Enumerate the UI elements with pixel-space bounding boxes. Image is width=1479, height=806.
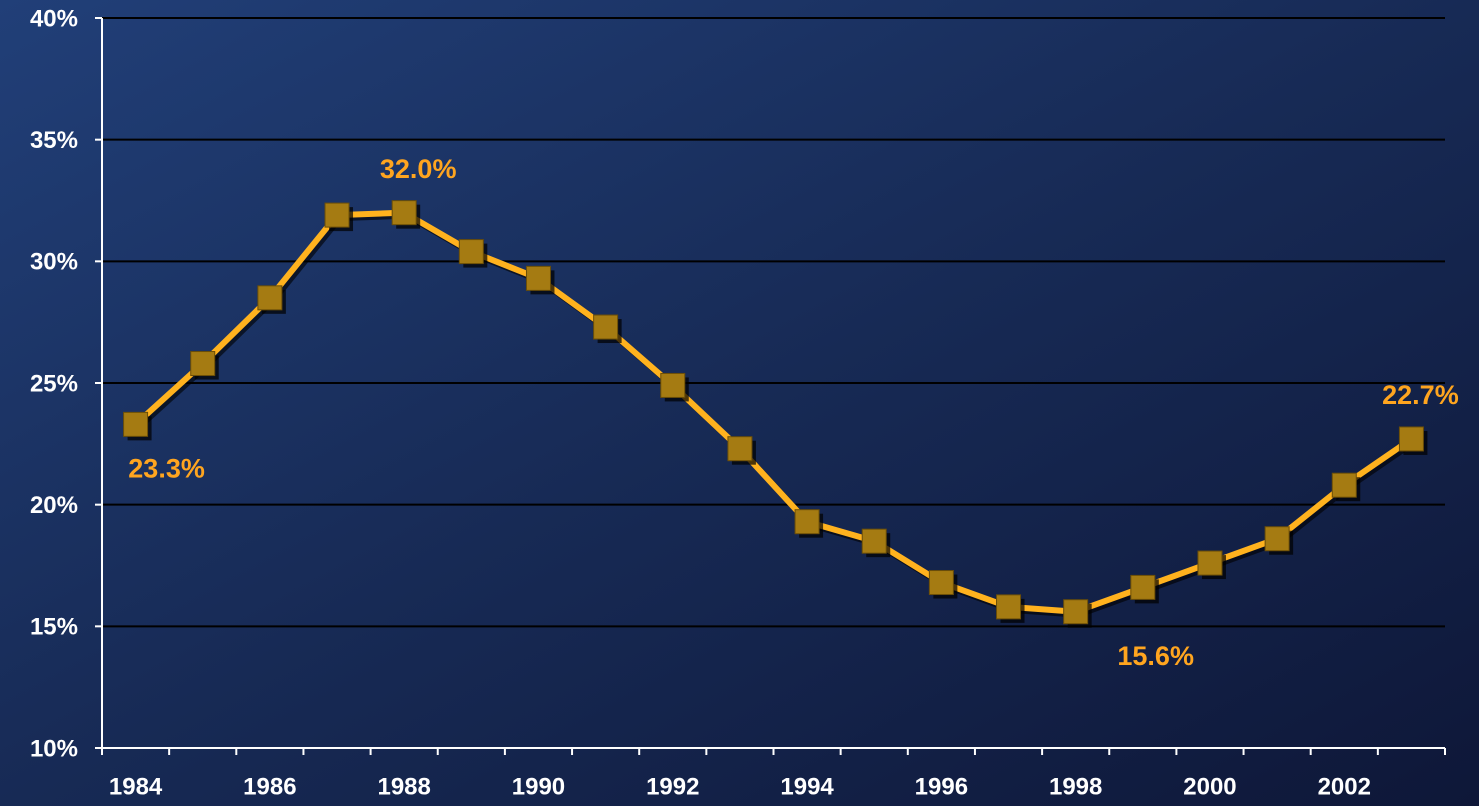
marker	[190, 351, 216, 377]
marker	[324, 202, 350, 228]
x-tick-label: 1990	[512, 773, 565, 800]
marker	[1130, 574, 1156, 600]
marker	[1264, 526, 1290, 552]
marker	[458, 239, 484, 265]
marker	[1398, 426, 1424, 452]
marker	[1197, 550, 1223, 576]
x-tick-label: 1996	[915, 773, 968, 800]
marker	[794, 509, 820, 535]
x-tick-label: 1994	[780, 773, 834, 800]
y-tick-label: 30%	[30, 249, 78, 276]
marker	[593, 314, 619, 340]
marker	[660, 372, 686, 398]
marker	[727, 436, 753, 462]
marker	[861, 528, 887, 554]
x-tick-label: 1988	[377, 773, 430, 800]
x-tick-label: 2002	[1318, 773, 1371, 800]
y-tick-label: 35%	[30, 127, 78, 154]
marker	[123, 411, 149, 437]
marker	[996, 594, 1022, 620]
y-tick-label: 25%	[30, 370, 78, 397]
marker	[928, 570, 954, 596]
data-label: 15.6%	[1117, 641, 1194, 671]
marker	[1331, 472, 1357, 498]
marker	[1063, 599, 1089, 625]
data-label: 32.0%	[380, 154, 457, 184]
y-tick-label: 20%	[30, 492, 78, 519]
marker	[391, 200, 417, 226]
y-tick-label: 10%	[30, 735, 78, 762]
x-tick-label: 1992	[646, 773, 699, 800]
data-label: 22.7%	[1382, 380, 1459, 410]
marker	[525, 265, 551, 291]
data-label: 23.3%	[128, 453, 205, 483]
y-tick-label: 15%	[30, 614, 78, 641]
x-tick-label: 1984	[109, 773, 163, 800]
x-tick-label: 2000	[1183, 773, 1236, 800]
marker	[257, 285, 283, 311]
x-tick-label: 1986	[243, 773, 296, 800]
x-tick-label: 1998	[1049, 773, 1102, 800]
y-tick-label: 40%	[30, 5, 78, 32]
